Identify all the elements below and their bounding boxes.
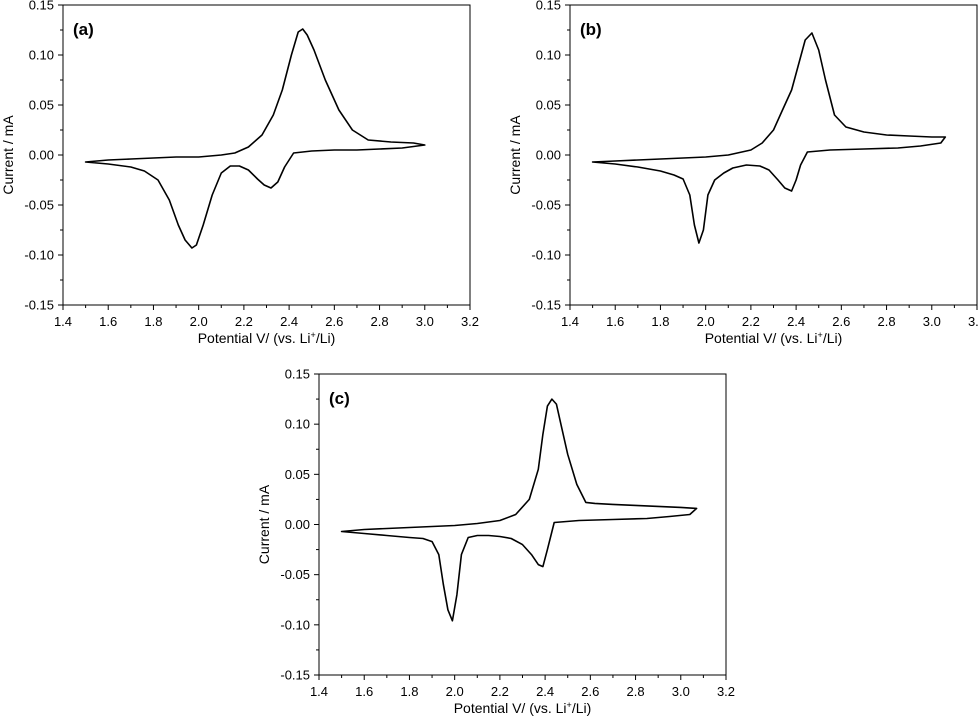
cv-curve-series-1	[84, 28, 426, 249]
y-tick-label: 0.10	[29, 48, 54, 63]
x-tick-label: 2.2	[742, 314, 760, 329]
y-tick-label: -0.05	[531, 198, 561, 213]
x-tick-label: 3.2	[968, 314, 979, 329]
x-tick-label: 2.6	[325, 314, 343, 329]
y-tick-label: 0.10	[536, 48, 561, 63]
x-tick-label: 2.8	[627, 684, 645, 699]
y-axis-label: Current / mA	[0, 115, 16, 195]
x-tick-label: 1.4	[54, 314, 72, 329]
y-tick-label: 0.05	[285, 467, 310, 482]
cv-curve-series-1	[591, 32, 947, 244]
x-tick-label: 1.8	[651, 314, 669, 329]
plot-frame	[569, 4, 978, 306]
y-axis-label: Current / mA	[256, 484, 272, 564]
x-tick-label: 2.0	[190, 314, 208, 329]
plot-frame	[318, 373, 727, 676]
x-tick-label: 2.0	[697, 314, 715, 329]
x-tick-label: 1.6	[99, 314, 117, 329]
y-tick-label: 0.15	[285, 367, 310, 382]
x-tick-label: 2.0	[446, 684, 464, 699]
y-tick-label: -0.10	[531, 248, 561, 263]
y-tick-label: 0.15	[29, 0, 54, 13]
plot-frame	[62, 4, 471, 306]
cv-curve-series-1	[340, 398, 698, 622]
x-axis-label-main: Potential V/ (vs. Li	[454, 700, 567, 716]
panel-label: (a)	[73, 20, 94, 39]
x-tick-label: 2.4	[536, 684, 554, 699]
x-tick-label: 1.6	[355, 684, 373, 699]
x-tick-label: 3.0	[923, 314, 941, 329]
y-axis-label: Current / mA	[507, 115, 523, 195]
cv-panel-3: 1.4 1.6 1.8 2.0 2.2 2.4 2.6 2.8 3.0 3.2 -0.15 -0.10…	[256, 367, 735, 717]
x-axis-label-main: Potential V/ (vs. Li	[198, 330, 311, 346]
x-axis-label-sup: +	[311, 330, 316, 340]
x-axis-label: Potential V/ (vs. Li+/Li)	[454, 700, 592, 716]
x-axis-label: Potential V/ (vs. Li+/Li)	[198, 330, 336, 346]
x-axis-label-end: /Li)	[316, 330, 335, 346]
y-tick-label: 0.00	[29, 148, 54, 163]
y-tick-label: 0.15	[536, 0, 561, 13]
y-tick-label: -0.05	[280, 567, 310, 582]
x-tick-label: 1.8	[144, 314, 162, 329]
x-tick-label: 3.2	[461, 314, 479, 329]
x-axis-label-sup: +	[567, 700, 572, 710]
x-tick-label: 1.4	[310, 684, 328, 699]
x-tick-label: 2.4	[787, 314, 805, 329]
y-tick-label: 0.05	[536, 98, 561, 113]
x-axis-label-end: /Li)	[572, 700, 591, 716]
x-tick-label: 3.0	[416, 314, 434, 329]
x-axis-label: Potential V/ (vs. Li+/Li)	[705, 330, 843, 346]
x-tick-label: 1.6	[606, 314, 624, 329]
y-tick-label: 0.00	[285, 517, 310, 532]
x-tick-label: 1.8	[400, 684, 418, 699]
x-axis-label-sup: +	[818, 330, 823, 340]
y-tick-label: 0.05	[29, 98, 54, 113]
x-tick-label: 2.8	[878, 314, 896, 329]
y-tick-label: 0.00	[536, 148, 561, 163]
cv-panel-1: 1.4 1.6 1.8 2.0 2.2 2.4 2.6 2.8 3.0 3.2 -0.15 -0.10…	[0, 0, 479, 346]
y-tick-label: -0.15	[531, 298, 561, 313]
y-tick-label: -0.10	[280, 617, 310, 632]
x-tick-label: 2.8	[371, 314, 389, 329]
x-tick-label: 2.2	[491, 684, 509, 699]
x-tick-label: 2.2	[235, 314, 253, 329]
x-tick-label: 2.4	[280, 314, 298, 329]
y-tick-label: 0.10	[285, 417, 310, 432]
x-axis-label-end: /Li)	[823, 330, 842, 346]
x-axis-label-main: Potential V/ (vs. Li	[705, 330, 818, 346]
y-tick-label: -0.15	[24, 298, 54, 313]
y-tick-label: -0.10	[24, 248, 54, 263]
panel-label: (c)	[329, 389, 350, 408]
x-tick-label: 1.4	[561, 314, 579, 329]
cv-panel-2: 1.4 1.6 1.8 2.0 2.2 2.4 2.6 2.8 3.0 3.2 -0.15 -0.10…	[507, 0, 979, 346]
y-tick-label: -0.05	[24, 198, 54, 213]
x-tick-label: 2.6	[832, 314, 850, 329]
x-tick-label: 3.2	[717, 684, 735, 699]
x-tick-label: 2.6	[581, 684, 599, 699]
x-tick-label: 3.0	[672, 684, 690, 699]
y-tick-label: -0.15	[280, 668, 310, 683]
panel-label: (b)	[580, 20, 602, 39]
